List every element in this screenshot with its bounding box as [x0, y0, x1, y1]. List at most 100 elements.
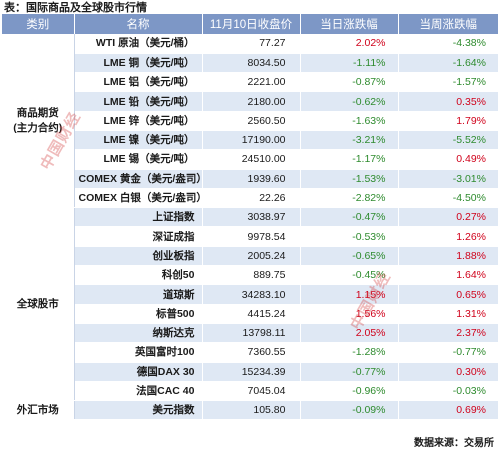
day-change-cell: 1.15%: [300, 284, 399, 305]
table-row: LME 锡（美元/吨） 24510.00 -1.17% 0.49%: [2, 149, 498, 170]
week-change-cell: -4.50%: [398, 188, 498, 209]
week-change-cell: 0.65%: [398, 284, 498, 305]
table-title: 表：国际商品及全球股市行情: [4, 2, 147, 14]
week-change-cell: 0.49%: [398, 149, 498, 170]
close-cell: 2221.00: [202, 72, 301, 93]
name-cell: 道琼斯: [74, 284, 203, 305]
name-cell: 法国CAC 40: [74, 381, 203, 402]
day-change-cell: -0.45%: [300, 265, 399, 286]
table-row: LME 铅（美元/吨） 2180.00 -0.62% 0.35%: [2, 91, 498, 112]
header-category: 类别: [2, 14, 75, 34]
close-cell: 13798.11: [202, 323, 301, 344]
table-row: COMEX 黄金（美元/盎司） 1939.60 -1.53% -3.01%: [2, 169, 498, 189]
close-cell: 15234.39: [202, 362, 301, 382]
table-row: 道琼斯 34283.10 1.15% 0.65%: [2, 284, 498, 305]
day-change-cell: -1.63%: [300, 111, 399, 131]
header-week-change: 当周涨跌幅: [398, 14, 498, 34]
week-change-cell: 2.37%: [398, 323, 498, 344]
close-cell: 9978.54: [202, 226, 301, 247]
close-cell: 2005.24: [202, 246, 301, 267]
close-cell: 22.26: [202, 188, 301, 209]
week-change-cell: -0.03%: [398, 381, 498, 402]
name-cell: 标普500: [74, 304, 203, 324]
day-change-cell: -0.65%: [300, 246, 399, 267]
name-cell: LME 锡（美元/吨）: [74, 149, 203, 170]
table-row: 德国DAX 30 15234.39 -0.77% 0.30%: [2, 362, 498, 382]
name-cell: 美元指数: [74, 400, 203, 421]
week-change-cell: 1.26%: [398, 226, 498, 247]
close-cell: 889.75: [202, 265, 301, 286]
day-change-cell: -0.53%: [300, 226, 399, 247]
name-cell: 德国DAX 30: [74, 362, 203, 382]
header-name: 名称: [74, 14, 203, 34]
table-row: 深证成指 9978.54 -0.53% 1.26%: [2, 226, 498, 247]
close-cell: 3038.97: [202, 207, 301, 228]
name-cell: COMEX 黄金（美元/盎司）: [74, 169, 207, 189]
day-change-cell: -3.21%: [300, 130, 399, 151]
close-cell: 2180.00: [202, 91, 301, 112]
category-cell: 全球股市: [2, 207, 75, 402]
week-change-cell: -3.01%: [398, 169, 498, 189]
day-change-cell: -0.09%: [300, 400, 399, 421]
table-body: 商品期货 (主力合约) WTI 原油（美元/桶） 77.27 2.02% -4.38% LM…: [2, 34, 498, 421]
table-row: 科创50 889.75 -0.45% 1.64%: [2, 265, 498, 286]
name-cell: 科创50: [74, 265, 203, 286]
category-cell: 外汇市场: [2, 400, 75, 421]
day-change-cell: -1.11%: [300, 53, 399, 74]
table-row: COMEX 白银（美元/盎司） 22.26 -2.82% -4.50%: [2, 188, 498, 209]
week-change-cell: 1.64%: [398, 265, 498, 286]
name-cell: LME 镍（美元/吨）: [74, 130, 203, 151]
week-change-cell: 0.35%: [398, 91, 498, 112]
day-change-cell: -1.28%: [300, 342, 399, 363]
name-cell: COMEX 白银（美元/盎司）: [74, 188, 207, 209]
day-change-cell: -0.77%: [300, 362, 399, 382]
table-row: LME 锌（美元/吨） 2560.50 -1.63% 1.79%: [2, 111, 498, 131]
table-row: 标普500 4415.24 1.56% 1.31%: [2, 304, 498, 324]
close-cell: 77.27: [202, 34, 301, 54]
day-change-cell: -2.82%: [300, 188, 399, 209]
week-change-cell: 1.79%: [398, 111, 498, 131]
close-cell: 7360.55: [202, 342, 301, 363]
table-row: LME 镍（美元/吨） 17190.00 -3.21% -5.52%: [2, 130, 498, 151]
header-close: 11月10日收盘价: [202, 14, 301, 34]
name-cell: LME 锌（美元/吨）: [74, 111, 203, 131]
name-cell: LME 铅（美元/吨）: [74, 91, 203, 112]
name-cell: LME 铝（美元/吨）: [74, 72, 203, 93]
week-change-cell: -1.64%: [398, 53, 498, 74]
day-change-cell: 1.56%: [300, 304, 399, 324]
week-change-cell: 0.69%: [398, 400, 498, 421]
day-change-cell: -0.96%: [300, 381, 399, 402]
week-change-cell: -0.77%: [398, 342, 498, 363]
close-cell: 17190.00: [202, 130, 301, 151]
close-cell: 8034.50: [202, 53, 301, 74]
close-cell: 24510.00: [202, 149, 301, 170]
table-row: LME 铝（美元/吨） 2221.00 -0.87% -1.57%: [2, 72, 498, 93]
close-cell: 34283.10: [202, 284, 301, 305]
table-row: 全球股市 上证指数 3038.97 -0.47% 0.27%: [2, 207, 498, 402]
name-cell: 英国富时100: [74, 342, 203, 363]
close-cell: 2560.50: [202, 111, 301, 131]
data-source: 数据来源：交易所: [414, 438, 494, 449]
header-row: 类别 名称 11月10日收盘价 当日涨跌幅 当周涨跌幅: [2, 14, 498, 34]
name-cell: LME 铜（美元/吨）: [74, 53, 203, 74]
day-change-cell: 2.05%: [300, 323, 399, 344]
close-cell: 7045.04: [202, 381, 301, 402]
close-cell: 4415.24: [202, 304, 301, 324]
week-change-cell: 0.30%: [398, 362, 498, 382]
week-change-cell: -1.57%: [398, 72, 498, 93]
name-cell: 深证成指: [74, 226, 203, 247]
header-day-change: 当日涨跌幅: [300, 14, 399, 34]
table-row: LME 铜（美元/吨） 8034.50 -1.11% -1.64%: [2, 53, 498, 74]
table-row: 法国CAC 40 7045.04 -0.96% -0.03%: [2, 381, 498, 402]
table-row: 商品期货 (主力合约) WTI 原油（美元/桶） 77.27 2.02% -4.38%: [2, 34, 498, 209]
close-cell: 105.80: [202, 400, 301, 421]
day-change-cell: 2.02%: [300, 34, 399, 54]
table-row: 纳斯达克 13798.11 2.05% 2.37%: [2, 323, 498, 344]
day-change-cell: -0.62%: [300, 91, 399, 112]
category-cell: 商品期货 (主力合约): [2, 34, 75, 209]
name-cell: 创业板指: [74, 246, 203, 267]
table-row: 英国富时100 7360.55 -1.28% -0.77%: [2, 342, 498, 363]
name-cell: 上证指数: [74, 207, 203, 228]
name-cell: 纳斯达克: [74, 323, 203, 344]
name-cell: WTI 原油（美元/桶）: [74, 34, 203, 54]
